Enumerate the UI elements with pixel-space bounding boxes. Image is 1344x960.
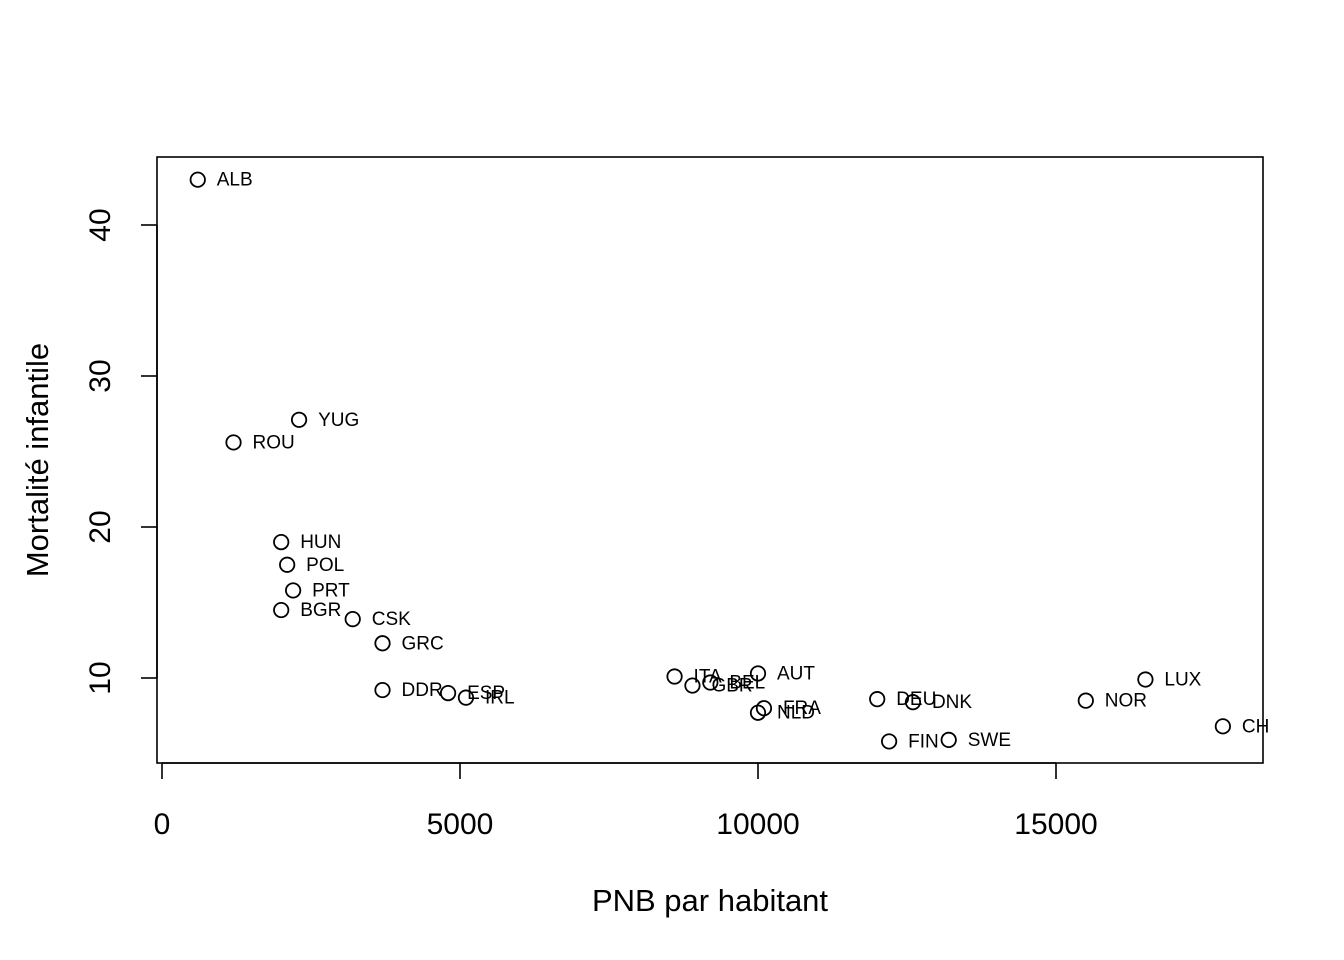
point-label: GRC [402,633,444,654]
data-point [904,694,922,711]
point-label: NLD [777,703,815,724]
point-label: DNK [932,692,972,713]
x-tick-label: 5000 [427,808,494,841]
point-label: IRL [485,688,515,709]
y-tick-label: 20 [84,510,117,543]
data-point [666,668,683,685]
data-point [189,171,206,188]
data-point [881,733,898,750]
data-point [1137,671,1154,688]
data-point [273,533,290,551]
point-label: FIN [908,731,939,752]
point-label: DDR [402,680,443,701]
data-point [279,556,296,573]
point-label: CSK [372,609,411,630]
point-label: BGR [300,600,341,621]
point-label: ROU [253,432,295,453]
data-point [702,674,719,691]
point-label: YUG [318,410,359,431]
x-axis: 0 5000 10000 15000 [154,762,1098,841]
point-label: CHE [1242,716,1282,737]
point-label: HUN [300,532,341,553]
data-point [749,704,767,721]
data-point [344,611,361,628]
point-label: SWE [968,730,1011,751]
data-point [940,731,957,749]
point-label: LUX [1164,670,1201,691]
data-point [273,601,290,619]
data-point [749,665,767,682]
x-tick-label: 0 [154,808,171,841]
point-label: ITA [694,666,722,687]
y-tick-label: 30 [84,359,117,392]
point-label: FRA [783,698,821,719]
data-point [684,677,701,694]
point-label: POL [306,555,344,576]
x-tick-label: 15000 [1014,808,1097,841]
x-tick-label: 10000 [716,808,799,841]
data-point [869,691,886,708]
point-label: ESP [467,683,505,704]
y-axis: 10 20 30 40 [84,208,158,695]
data-point [439,684,457,702]
data-point [285,582,302,599]
point-label: DEU [896,689,936,710]
point-label: AUT [777,663,815,684]
y-axis-title: Mortalité infantile [20,343,55,577]
data-point [457,689,475,706]
y-tick-label: 10 [84,661,117,694]
data-point [1077,692,1094,709]
data-point [225,434,242,451]
data-point [374,635,391,652]
y-tick-label: 40 [84,208,117,241]
point-label: PRT [312,580,350,601]
point-label: ALB [217,170,253,191]
data-point [1214,718,1231,735]
point-label: BEL [729,673,765,694]
x-axis-title: PNB par habitant [592,883,828,918]
point-label: NOR [1105,691,1147,712]
point-label: GBR [711,676,752,697]
data-point [290,411,308,428]
data-point [374,681,391,699]
